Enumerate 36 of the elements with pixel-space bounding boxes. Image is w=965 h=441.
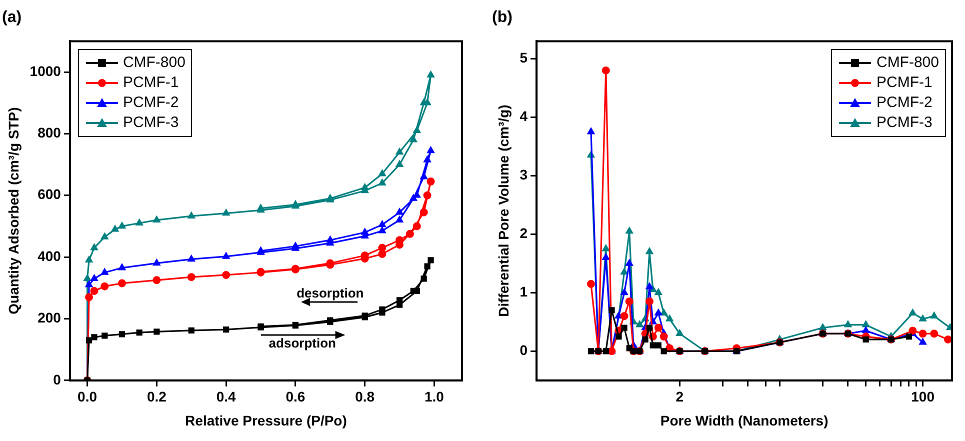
y-tick-label: 600 (38, 186, 62, 202)
y-axis-title: Differential Pore Volume (cm³/g) (495, 104, 512, 317)
y-tick-label: 200 (38, 310, 62, 326)
y-tick-label: 800 (38, 124, 62, 141)
x-tick-label: 0.2 (146, 388, 167, 405)
legend-label: PCMF-3 (876, 113, 932, 134)
legend-label: PCMF-2 (876, 93, 932, 114)
y-tick-label: 4 (520, 108, 528, 124)
x-tick-label: 0.4 (216, 388, 236, 405)
x-tick-label: 0.8 (355, 388, 375, 405)
y-tick-label: 0 (53, 371, 62, 388)
annotation: adsorption (268, 335, 336, 350)
legend-label: PCMF-2 (122, 93, 179, 114)
y-tick-label: 5 (520, 50, 528, 66)
y-tick-label: 2 (520, 225, 528, 242)
y-tick-label: 0 (520, 342, 528, 358)
x-tick-label: 1.0 (424, 388, 444, 405)
y-tick-label: 400 (38, 248, 62, 264)
y-tick-label: 1000 (30, 62, 62, 79)
x-tick-label: 100 (911, 388, 935, 405)
legend-label: PCMF-3 (122, 113, 179, 134)
legend-label: PCMF-1 (876, 73, 932, 94)
chart-title: (a) (2, 9, 22, 26)
y-tick-label: 3 (520, 166, 528, 183)
x-tick-label: 0.6 (286, 388, 306, 405)
x-axis-title: Pore Width (Nanometers) (660, 412, 828, 428)
x-tick-label: 2 (676, 388, 684, 405)
annotation: desorption (296, 285, 364, 300)
y-axis-title: Quantity Adsorbed (cm³/g STP) (5, 107, 22, 314)
y-tick-label: 1 (520, 284, 528, 300)
x-axis-title: Relative Pressure (P/Po) (185, 412, 347, 428)
x-tick-label: 0.0 (78, 388, 98, 405)
legend-label: CMF-800 (876, 53, 939, 74)
legend-label: CMF-800 (122, 53, 186, 74)
chart-title: (b) (492, 9, 512, 26)
legend-label: PCMF-1 (122, 73, 179, 94)
